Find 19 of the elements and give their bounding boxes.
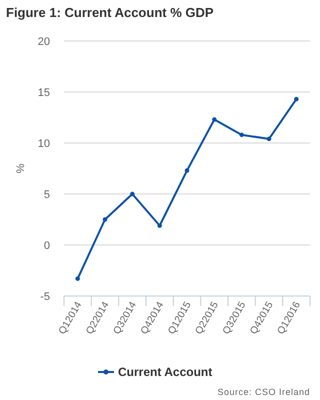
point [75, 276, 80, 281]
y-tick-label: 15 [38, 87, 50, 99]
y-tick-label: 0 [44, 240, 50, 252]
source-note: Source: CSO Ireland [217, 387, 310, 397]
y-tick-label: 5 [44, 189, 50, 201]
point [184, 168, 190, 173]
y-axis-title: % [15, 163, 27, 174]
y-tick-label: -5 [40, 291, 50, 303]
point [212, 117, 217, 122]
legend-label: Current Account [118, 365, 212, 379]
y-tick-label: 20 [38, 36, 50, 48]
y-tick-label: 10 [38, 138, 50, 150]
point [239, 132, 244, 138]
point [294, 96, 299, 102]
point [130, 192, 135, 196]
point [266, 136, 272, 142]
point [157, 223, 162, 228]
point [102, 217, 108, 222]
chart-title: Figure 1: Current Account % GDP [6, 5, 214, 20]
